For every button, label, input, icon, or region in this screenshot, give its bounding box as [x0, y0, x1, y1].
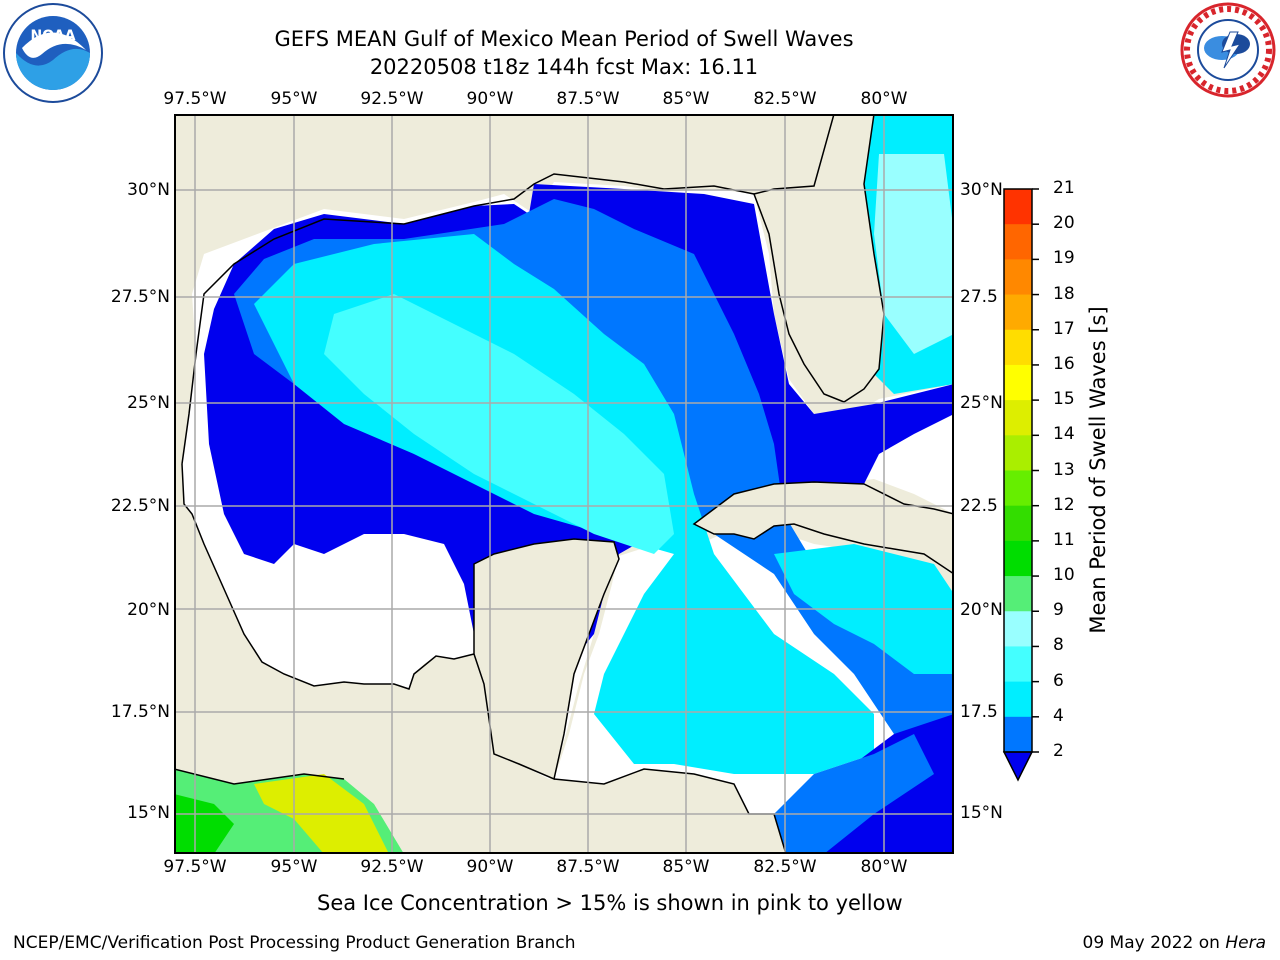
- lon-tick-bottom: 92.5°W: [360, 857, 424, 877]
- lon-tick-top: 87.5°W: [556, 89, 620, 109]
- colorbar-segment: [1004, 681, 1032, 718]
- colorbar-tick-label: 19: [1053, 248, 1075, 269]
- colorbar: [1002, 188, 1039, 782]
- gulf-coastline: [181, 173, 755, 465]
- colorbar-segment: [1004, 224, 1032, 260]
- lon-tick-top: 82.5°W: [753, 89, 817, 109]
- colorbar-tick-label: 12: [1053, 494, 1075, 515]
- colorbar-tick-label: 20: [1053, 213, 1075, 234]
- lat-tick-right: 27.5: [960, 287, 998, 307]
- lat-tick-right: 30°N: [960, 180, 1003, 200]
- colorbar-segment: [1004, 611, 1032, 647]
- lat-tick-left: 20°N: [127, 600, 170, 620]
- colorbar-segment: [1004, 294, 1032, 331]
- map-frame: [174, 114, 954, 854]
- lat-tick-left: 22.5°N: [110, 496, 170, 516]
- lat-tick-left: 15°N: [127, 803, 170, 823]
- noaa-logo: NOAA: [3, 3, 103, 103]
- lon-tick-top: 90°W: [466, 89, 514, 109]
- swell-band-8-9s: [324, 294, 674, 554]
- colorbar-tick-label: 11: [1053, 529, 1075, 550]
- colorbar-segment: [1004, 470, 1032, 507]
- lat-tick-left: 27.5°N: [110, 287, 170, 307]
- colorbar-segment: [1004, 646, 1032, 683]
- colorbar-tick-label: 14: [1053, 424, 1075, 445]
- pacific-swell-green: [174, 794, 234, 854]
- lon-tick-bottom: 87.5°W: [556, 857, 620, 877]
- colorbar-tick-label: 17: [1053, 318, 1075, 339]
- lat-tick-right: 15°N: [960, 803, 1003, 823]
- lat-tick-right: 20°N: [960, 600, 1003, 620]
- colorbar-tick-label: 10: [1053, 565, 1075, 586]
- colorbar-segment: [1004, 576, 1032, 612]
- colorbar-tick-label: 16: [1053, 353, 1075, 374]
- colorbar-tick-label: 2: [1053, 741, 1064, 761]
- national-weather-service-logo: [1180, 2, 1276, 98]
- swell-period-map: [174, 114, 954, 854]
- colorbar-tick-label: 15: [1053, 389, 1075, 410]
- footer-date: 09 May 2022 on: [1082, 933, 1226, 953]
- lon-tick-top: 85°W: [662, 89, 710, 109]
- cuba-land: [692, 481, 954, 575]
- lon-tick-top: 97.5°W: [163, 89, 227, 109]
- caribbean-swell-mid: [774, 734, 934, 854]
- lon-tick-bottom: 80°W: [860, 857, 908, 877]
- colorbar-segment: [1004, 189, 1032, 225]
- lon-tick-top: 95°W: [270, 89, 318, 109]
- lon-tick-bottom: 90°W: [466, 857, 514, 877]
- map-gridlines: [174, 114, 954, 854]
- colorbar-tick-label: 4: [1053, 705, 1064, 726]
- footer-left: NCEP/EMC/Verification Post Processing Pr…: [13, 933, 576, 953]
- colorbar-label: Mean Period of Swell Waves [s]: [1086, 306, 1110, 634]
- lat-tick-right: 17.5: [960, 702, 998, 722]
- colorbar-tick-label: 18: [1053, 283, 1075, 304]
- lat-tick-left: 30°N: [127, 180, 170, 200]
- colorbar-extend-min-arrow: [1002, 751, 1034, 782]
- sea-ice-note: Sea Ice Concentration > 15% is shown in …: [317, 891, 903, 915]
- colorbar-segment: [1004, 364, 1032, 401]
- colorbar-tick-label: 6: [1053, 670, 1064, 691]
- lon-tick-bottom: 85°W: [662, 857, 710, 877]
- colorbar-tick-label: 9: [1053, 600, 1064, 621]
- colorbar-frame: [1003, 188, 1033, 753]
- lon-tick-bottom: 82.5°W: [753, 857, 817, 877]
- footer-right: 09 May 2022 on Hera: [1083, 933, 1267, 953]
- lat-tick-left: 25°N: [127, 393, 170, 413]
- mexico-coastline: [181, 463, 475, 690]
- noaa-logo-text: NOAA: [31, 28, 76, 44]
- colorbar-segment: [1004, 716, 1032, 753]
- footer-host: Hera: [1225, 933, 1266, 953]
- map-title: GEFS MEAN Gulf of Mexico Mean Period of …: [274, 27, 854, 51]
- colorbar-segment: [1004, 505, 1032, 542]
- colorbar-tick-label: 13: [1053, 459, 1075, 480]
- colorbar-segment: [1004, 259, 1032, 296]
- lat-tick-left: 17.5°N: [110, 702, 170, 722]
- colorbar-segment: [1004, 329, 1032, 366]
- lon-tick-bottom: 97.5°W: [163, 857, 227, 877]
- colorbar-segment: [1004, 540, 1032, 577]
- yucatan-land: [473, 538, 620, 781]
- lat-tick-right: 25°N: [960, 393, 1003, 413]
- colorbar-tick-label: 21: [1053, 178, 1075, 198]
- lon-tick-top: 92.5°W: [360, 89, 424, 109]
- atlantic-swell-light: [874, 154, 954, 354]
- lat-tick-right: 22.5: [960, 496, 998, 516]
- map-subtitle: 20220508 t18z 144h fcst Max: 16.11: [369, 55, 759, 79]
- colorbar-segment: [1004, 400, 1032, 436]
- colorbar-tick-label: 8: [1053, 635, 1064, 656]
- colorbar-segment: [1004, 435, 1032, 471]
- lon-tick-bottom: 95°W: [270, 857, 318, 877]
- lon-tick-top: 80°W: [860, 89, 908, 109]
